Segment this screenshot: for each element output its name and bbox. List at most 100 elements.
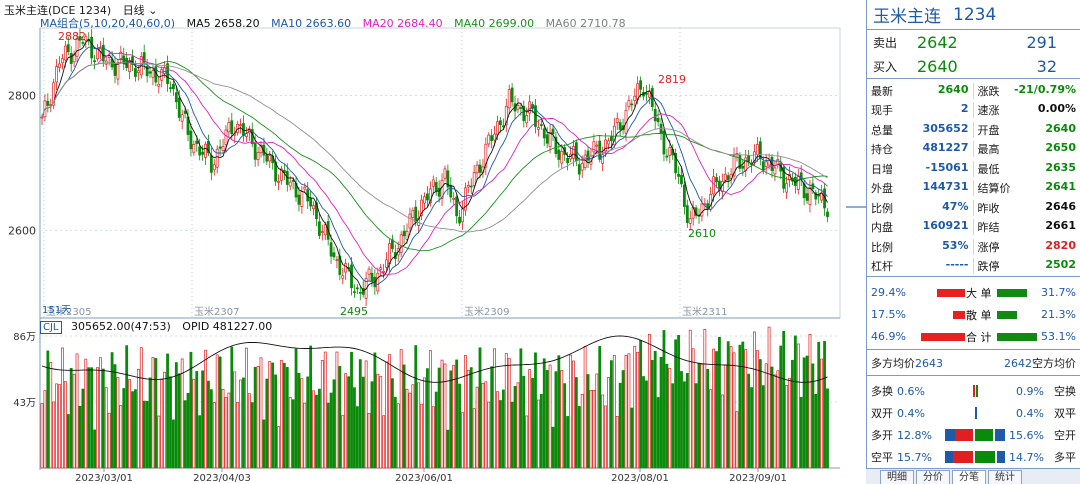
chevron-down-icon[interactable]: ⌄: [148, 4, 158, 17]
quote-cell: 比例 53%: [867, 238, 974, 255]
candle-body: [388, 243, 391, 265]
volume-bar: [776, 370, 780, 469]
volume-bar: [338, 366, 342, 469]
flow-right-value: 15.6%: [1009, 428, 1044, 442]
cjl-badge[interactable]: CJL: [40, 321, 62, 334]
candle-body: [469, 185, 473, 188]
quote-cell: 持仓 481227: [867, 141, 974, 158]
volume-bar: [180, 358, 184, 469]
order-label: 合 计: [965, 329, 993, 345]
volume-bar: [332, 379, 336, 469]
candle-body: [542, 128, 546, 139]
order-bar-green: [997, 289, 1027, 297]
candle-body: [353, 291, 356, 293]
ask-qty: 291: [1026, 32, 1057, 52]
candle-body: [539, 124, 543, 127]
quote-cell: 外盘 144731: [867, 180, 974, 197]
candle-body: [490, 135, 494, 141]
candle-body: [536, 127, 540, 130]
volume-bar: [682, 381, 686, 469]
volume-bar: [119, 405, 123, 469]
contract-label: 玉米2305: [46, 305, 91, 318]
volume-bar: [528, 369, 532, 469]
quote-row: 总量 305652 开盘 2640: [867, 120, 1080, 140]
tab-tick[interactable]: 分笔: [952, 470, 986, 484]
candle-body: [256, 152, 260, 160]
tab-stats[interactable]: 统计: [988, 470, 1022, 484]
ask-row[interactable]: 卖出 2642 291: [867, 30, 1080, 54]
flow-right-label: 空开: [1054, 429, 1076, 442]
volume-bar: [110, 352, 114, 469]
long-avg-label: 多方均价: [871, 356, 915, 370]
tab-detail[interactable]: 明细: [880, 470, 914, 484]
flow-left-value: 12.8%: [897, 428, 932, 442]
quote-value: 2650: [1045, 141, 1076, 155]
candle-body: [355, 287, 359, 290]
candle-body: [93, 60, 96, 63]
ma-combo-label[interactable]: MA组合(5,10,20,40,60,0): [40, 17, 176, 30]
volume-bar: [534, 352, 537, 469]
volume-bar: [250, 402, 254, 469]
quote-cell: 最低 2635: [974, 161, 1080, 177]
candle-body: [399, 234, 403, 253]
volume-bar: [221, 389, 225, 469]
candle-body: [63, 45, 67, 61]
order-label: 大 单: [965, 285, 993, 301]
candle-body: [332, 252, 336, 258]
volume-bar: [536, 399, 540, 469]
volume-bar: [420, 403, 423, 469]
volume-bar: [294, 348, 298, 469]
volume-bar: [785, 384, 788, 469]
flow-right-value: 0.9%: [1016, 384, 1044, 398]
candle-body: [753, 151, 756, 163]
volume-axis-label: 43万: [13, 398, 36, 409]
quote-key: 开盘: [977, 123, 1000, 137]
candle-body: [268, 155, 272, 162]
volume-bar: [680, 371, 683, 469]
volume-bar: [40, 403, 44, 469]
volume-bar: [525, 415, 529, 469]
volume-bar: [113, 364, 117, 469]
volume-bar: [233, 371, 237, 469]
volume-bar: [355, 406, 359, 469]
volume-bar: [688, 329, 692, 469]
volume-bar: [726, 341, 730, 469]
price-annotation: 2495: [340, 305, 368, 318]
candle-body: [309, 198, 313, 207]
order-bar-green: [997, 311, 1017, 319]
volume-bar: [791, 359, 794, 469]
candle-body: [312, 205, 315, 210]
bid-row[interactable]: 买入 2640 32: [867, 54, 1080, 78]
candle-body: [572, 146, 575, 159]
tab-price[interactable]: 分价: [916, 470, 950, 484]
volume-bar: [738, 344, 742, 469]
quote-row: 现手 2 速涨 0.00%: [867, 101, 1080, 121]
candle-body: [230, 120, 234, 135]
volume-bar: [347, 376, 350, 469]
candle-body: [592, 141, 596, 153]
candle-body: [510, 87, 514, 103]
volume-bar: [280, 360, 283, 469]
kline-chart[interactable]: 2800 2600 86万 43万 2023/03/01 2023/04/03 2023/0…: [0, 0, 866, 484]
panel-instrument-code: 1234: [953, 4, 997, 25]
volume-bar: [341, 415, 345, 469]
candle-body: [560, 150, 564, 164]
candle-body: [385, 259, 388, 268]
volume-bar: [131, 391, 134, 469]
kline-chart-area[interactable]: 2800 2600 86万 43万 2023/03/01 2023/04/03 2023/0…: [0, 0, 866, 484]
quote-cell: 杠杆 -----: [867, 258, 974, 275]
volume-bar: [414, 345, 418, 469]
volume-bar: [531, 377, 534, 469]
quote-value: 2640: [937, 82, 969, 96]
candle-body: [174, 92, 178, 103]
volume-bar: [186, 392, 190, 469]
volume-bar: [755, 350, 759, 469]
period-selector[interactable]: 日线: [122, 4, 145, 17]
order-right: 53.1%: [1041, 329, 1076, 343]
volume-bar: [169, 376, 172, 469]
volume-bar: [101, 368, 105, 469]
volume-value: 305652.00(47:53): [71, 320, 171, 333]
volume-bar: [353, 387, 356, 469]
quote-value: 2502: [1045, 258, 1076, 272]
volume-bar: [747, 373, 751, 469]
